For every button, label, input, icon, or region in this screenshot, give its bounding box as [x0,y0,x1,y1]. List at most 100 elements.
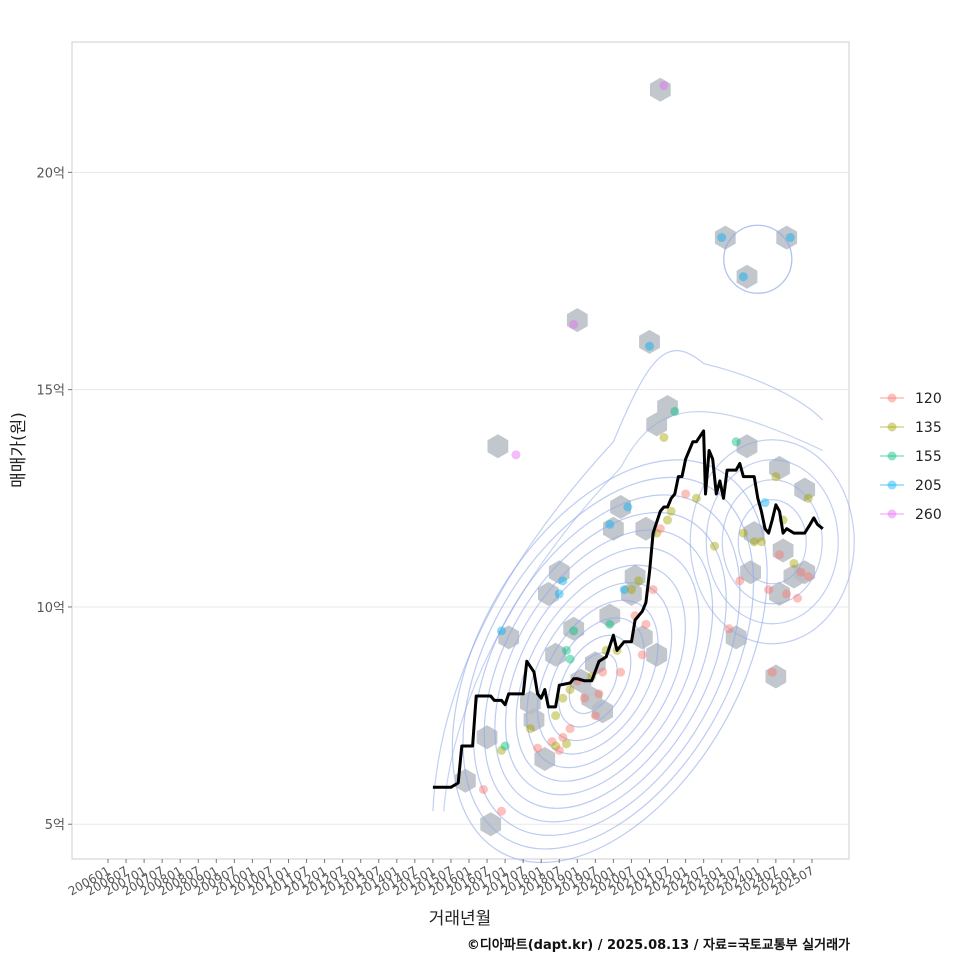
data-point-120 [580,693,590,703]
data-point-120 [793,593,803,603]
data-point-135 [738,528,748,538]
data-point-135 [551,741,561,751]
data-point-155 [569,626,579,636]
density-contour [443,411,824,812]
data-point-120 [598,667,608,677]
data-point-135 [634,576,644,586]
data-point-120 [478,784,488,794]
legend-label-120: 120 [915,391,942,407]
data-point-135 [756,537,766,547]
data-point-120 [767,667,777,677]
hexbin [520,690,541,715]
hexbin [639,329,660,354]
data-point-155 [565,654,575,664]
data-point-205 [623,502,633,512]
y-tick-label: 10억 [36,601,65,616]
hexbin [646,412,668,437]
data-point-260 [659,80,669,90]
data-point-120 [796,567,806,577]
hexbin [599,603,621,628]
hexbin [534,747,556,771]
hexbin [603,516,624,541]
data-point-120 [655,524,665,534]
density-contour [515,564,686,782]
data-point-205 [785,233,795,243]
hexbin [581,686,603,711]
data-point-120 [590,711,600,721]
trend-line [432,429,824,789]
density-contour [547,617,646,742]
y-tick-label: 5억 [45,818,65,833]
data-point-120 [764,585,774,595]
data-point-120 [616,667,626,677]
plot-panel [71,41,850,860]
data-point-135 [663,515,673,525]
legend-swatch-120 [887,393,897,403]
data-point-120 [724,624,734,634]
data-point-155 [670,406,680,416]
data-point-205 [619,585,629,595]
hexbin [498,625,520,650]
density-contour [504,547,700,796]
data-point-205 [738,272,748,282]
data-point-155 [731,437,741,447]
data-point-135 [749,537,759,547]
density-contour [737,499,807,585]
data-point-155 [500,741,510,751]
legend-label-135: 135 [915,420,942,436]
data-point-260 [569,319,579,329]
data-point-135 [496,745,506,755]
density-contour [721,479,823,605]
hexbin [743,521,765,546]
data-point-120 [547,737,557,747]
data-point-120 [782,589,792,599]
hexbin [476,725,498,750]
hexbin [714,225,736,250]
data-point-155 [561,645,571,655]
data-point-205 [605,519,615,529]
data-point-205 [760,498,770,508]
hexbin [772,538,794,563]
hexbin [487,434,509,459]
data-point-205 [496,626,506,636]
data-point-135 [666,506,676,516]
data-point-120 [594,689,604,699]
data-point-155 [605,619,615,629]
data-point-120 [637,650,647,660]
data-point-135 [561,739,571,749]
data-point-135 [525,724,535,734]
data-point-120 [533,743,543,753]
x-axis-title: 거래년월 [429,909,492,929]
y-axis-title: 매매가(원) [9,412,29,488]
density-contour [536,599,659,755]
hexbin [649,77,671,102]
density-contour [558,634,632,728]
hexbin [480,812,502,837]
data-point-135 [626,585,636,595]
hexbin [769,581,790,606]
hexbin [736,434,758,459]
density-contour [568,652,618,715]
hexbin [538,581,559,606]
data-point-120 [496,806,506,816]
data-point-205 [717,233,727,243]
data-point-120 [558,732,568,742]
hexbin [736,264,758,289]
legend-swatch-260 [887,509,897,519]
legend-label-155: 155 [915,449,942,465]
density-contour [723,224,793,294]
chart-caption: ©디아파트(dapt.kr) / 2025.08.13 / 자료=국토교통부 실… [466,938,850,953]
data-point-135 [803,493,813,503]
legend-swatch-205 [887,480,897,490]
density-contour [494,529,714,809]
data-point-120 [648,585,658,595]
hexbin [769,455,790,480]
data-point-135 [551,711,561,721]
hexbin [646,642,668,667]
hexbin [776,225,798,250]
data-point-135 [659,432,669,442]
data-point-120 [565,724,575,734]
data-point-205 [645,341,654,351]
